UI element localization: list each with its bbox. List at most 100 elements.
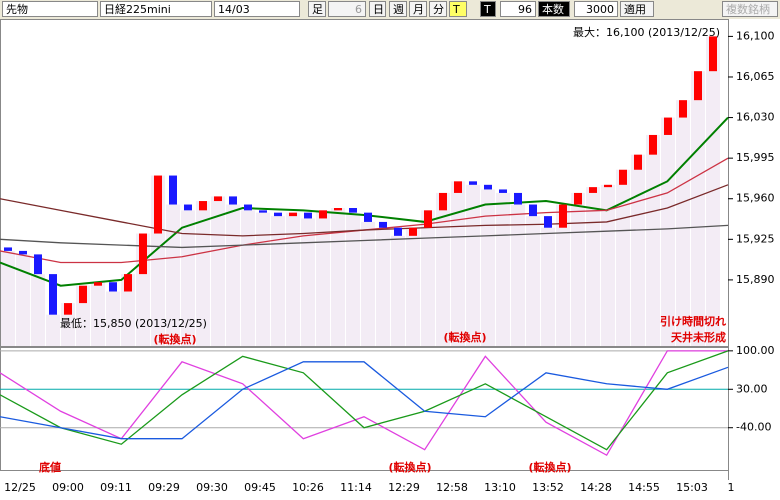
shade [211,196,225,346]
annotation: 最大：16,100 (2013/12/25) [573,25,720,39]
candle [94,282,102,286]
shade [31,274,45,346]
day-button[interactable]: 日 [369,1,386,17]
annotation: (転換点) [153,332,196,346]
x-tick-label: 09:30 [196,481,228,494]
minute-button[interactable]: 分 [429,1,447,17]
candle [199,201,207,211]
candle [169,175,177,205]
candle [394,227,402,236]
shade [451,181,465,346]
candle [139,233,147,275]
shade [496,192,510,346]
bars-label: 本数 [538,1,570,17]
shade [286,212,300,346]
candle [334,208,342,211]
shade [346,212,360,346]
bars-input[interactable]: 3000 [574,1,618,17]
contract-select[interactable]: 14/03 [214,1,300,17]
shade [91,282,105,346]
candle [124,274,132,292]
shade [601,184,615,346]
shade [331,208,345,346]
shade [316,210,330,346]
x-tick-label: 09:11 [100,481,132,494]
y-tick-label: 15,995 [736,151,775,164]
apply-button[interactable]: 適用 [620,1,654,17]
symbol-select[interactable]: 先物 [2,1,98,17]
x-tick-label: 15:03 [676,481,708,494]
candle [409,227,417,236]
x-tick-label: 09:29 [148,481,180,494]
candle [469,181,477,185]
candle [559,204,567,228]
x-tick-label: 14:55 [628,481,660,494]
shade [646,134,660,346]
month-button[interactable]: 月 [409,1,427,17]
candle [694,71,702,101]
tick-button[interactable]: T [449,1,467,17]
ma-line [0,184,729,237]
candle [19,250,27,255]
shade [301,218,315,346]
shade [166,204,180,346]
bar-label: 足 [308,1,326,17]
shade [361,221,375,346]
y-tick-label: 16,030 [736,111,775,124]
candle [454,181,462,193]
x-tick-label: 12:58 [436,481,468,494]
candle [319,210,327,219]
candle [574,192,582,205]
candle [424,210,432,228]
annotation: 底値 [39,460,61,474]
osc-line [0,350,729,451]
candle [484,184,492,190]
y-tick-label: 15,960 [736,192,775,205]
annotation: 最低：15,850 (2013/12/25) [60,317,207,330]
candle [709,36,717,72]
shade [391,235,405,346]
candle [184,204,192,211]
annotation: (転換点) [528,460,571,474]
shade [616,169,630,346]
shade [46,314,60,346]
multi-button[interactable]: 複数銘柄 [722,1,778,17]
shade [691,71,705,346]
count-input[interactable]: 96 [500,1,536,17]
candle [514,192,522,205]
shade [556,204,570,346]
shade [631,154,645,346]
shade [421,210,435,346]
candle [349,208,357,213]
candle [244,204,252,211]
shade [661,117,675,346]
shade [256,212,270,346]
candle [589,187,597,193]
bar-count[interactable]: 6 [328,1,366,17]
candle [154,175,162,234]
y-tick-label: 15,925 [736,232,775,245]
shade [511,204,525,346]
shade [271,216,285,346]
x-tick-label: 13:52 [532,481,564,494]
index-select[interactable]: 日経225mini [100,1,212,17]
shade [526,216,540,346]
x-tick-label: 09:00 [52,481,84,494]
x-tick-label: 09:45 [244,481,276,494]
candle [49,274,57,315]
x-tick-label: 1 [728,481,735,494]
week-button[interactable]: 週 [389,1,407,17]
candle [604,184,612,188]
x-tick-label: 12:29 [388,481,420,494]
shade [541,227,555,346]
shade [436,192,450,346]
y-tick-label: 15,890 [736,273,775,286]
shade [676,100,690,346]
x-tick-label: 14:28 [580,481,612,494]
y-tick-label: 30.00 [736,382,768,395]
x-tick-label: 11:14 [340,481,372,494]
annotation: (転換点) [388,460,431,474]
shade [16,254,30,346]
